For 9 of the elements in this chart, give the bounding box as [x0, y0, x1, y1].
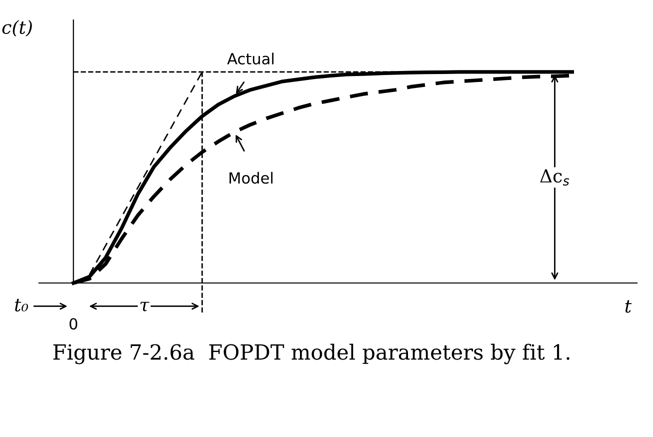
- text: Model: [230, 172, 272, 184]
- text: t₀: [15, 298, 28, 312]
- annotation: Δc$_{s}$: [540, 169, 570, 186]
- y-axis-title: c(t): [2, 20, 32, 37]
- caption: Figure 7-2.6a FOPDT model parameters by fit 1.: [53, 344, 570, 364]
- text: 0: [70, 318, 78, 330]
- x-axis-title: t: [625, 300, 632, 313]
- series-label: Actual: [227, 52, 274, 65]
- text: τ: [140, 302, 150, 312]
